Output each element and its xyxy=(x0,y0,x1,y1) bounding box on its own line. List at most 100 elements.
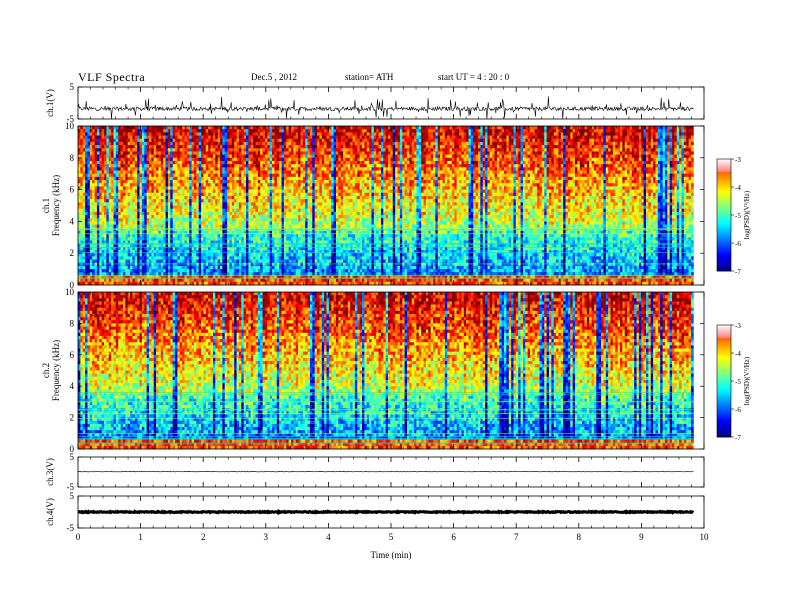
spectrogram-cell xyxy=(211,177,214,181)
spectrogram-cell xyxy=(263,234,266,238)
spectrogram-cell xyxy=(282,218,285,222)
spectrogram-cell xyxy=(244,209,247,213)
spectrogram-cell xyxy=(173,199,176,203)
spectrogram-cell xyxy=(225,250,228,254)
spectrogram-cell xyxy=(263,180,266,184)
spectrogram-cell xyxy=(132,126,135,130)
spectrogram-cell xyxy=(229,171,232,175)
spectrogram-cell xyxy=(263,167,266,171)
spectrogram-cell xyxy=(286,174,289,178)
spectrogram-cell xyxy=(222,167,225,171)
spectrogram-cell xyxy=(211,225,214,229)
spectrogram-cell xyxy=(267,145,270,149)
spectrogram-cell xyxy=(256,250,259,254)
spectrogram-cell xyxy=(272,126,275,130)
spectrogram-cell xyxy=(232,177,235,181)
spectrogram-cell xyxy=(277,253,280,257)
spectrogram-cell xyxy=(123,279,126,283)
spectrogram-cell xyxy=(303,132,306,136)
spectrogram-cell xyxy=(116,148,119,152)
spectrogram-cell xyxy=(248,266,251,270)
spectrogram-cell xyxy=(128,183,131,187)
spectrogram-cell xyxy=(80,151,83,155)
spectrogram-cell xyxy=(140,158,143,162)
spectrogram-cell xyxy=(241,260,244,264)
spectrogram-cell xyxy=(220,206,223,210)
spectrogram-cell xyxy=(298,132,301,136)
spectrogram-cell xyxy=(149,215,152,219)
spectrogram-cell xyxy=(215,221,218,225)
spectrogram-cell xyxy=(97,145,100,149)
spectrogram-cell xyxy=(211,269,214,273)
spectrogram-cell xyxy=(208,161,211,165)
spectrogram-cell xyxy=(114,177,117,181)
spectrogram-cell xyxy=(182,171,185,175)
spectrogram-cell xyxy=(170,225,173,229)
spectrogram-cell xyxy=(253,256,256,260)
spectrogram-cell xyxy=(189,151,192,155)
spectrogram-cell xyxy=(277,266,280,270)
spectrogram-cell xyxy=(199,253,202,257)
spectrogram-cell xyxy=(293,269,296,273)
spectrogram-cell xyxy=(111,206,114,210)
spectrogram-cell xyxy=(111,174,114,178)
spectrogram-cell xyxy=(109,183,112,187)
spectrogram-cell xyxy=(158,209,161,213)
spectrogram-cell xyxy=(87,186,90,190)
spectrogram-cell xyxy=(229,183,232,187)
spectrogram-cell xyxy=(194,151,197,155)
spectrogram-cell xyxy=(166,215,169,219)
spectrogram-cell xyxy=(208,180,211,184)
spectrogram-cell xyxy=(289,215,292,219)
spectrogram-cell xyxy=(168,136,171,140)
spectrogram-cell xyxy=(97,167,100,171)
spectrogram-cell xyxy=(95,260,98,264)
spectrogram-cell xyxy=(286,260,289,264)
spectrogram-cell xyxy=(239,186,242,190)
spectrogram-cell xyxy=(286,190,289,194)
spectrogram-cell xyxy=(244,177,247,181)
spectrogram-cell xyxy=(286,145,289,149)
spectrogram-cell xyxy=(305,180,308,184)
spectrogram-cell xyxy=(206,279,209,283)
spectrogram-cell xyxy=(234,256,237,260)
spectrogram-cell xyxy=(220,263,223,267)
spectrogram-cell xyxy=(151,199,154,203)
spectrogram-cell xyxy=(187,136,190,140)
spectrogram-cell xyxy=(270,148,273,152)
spectrogram-cell xyxy=(140,266,143,270)
spectrogram-cell xyxy=(270,260,273,264)
spectrogram-cell xyxy=(199,202,202,206)
spectrogram-cell xyxy=(203,209,206,213)
spectrogram-cell xyxy=(267,260,270,264)
spectrogram-cell xyxy=(85,202,88,206)
spectrogram-cell xyxy=(206,174,209,178)
spectrogram-cell xyxy=(118,215,121,219)
spectrogram-cell xyxy=(135,167,138,171)
spectrogram-cell xyxy=(251,193,254,197)
spectrogram-cell xyxy=(161,155,164,159)
spectrogram-cell xyxy=(251,183,254,187)
spectrogram-cell xyxy=(284,212,287,216)
spectrogram-cell xyxy=(194,269,197,273)
spectrogram-cell xyxy=(234,139,237,143)
spectrogram-cell xyxy=(234,136,237,140)
spectrogram-cell xyxy=(222,256,225,260)
spectrogram-cell xyxy=(158,151,161,155)
spectrogram-cell xyxy=(147,212,150,216)
spectrogram-cell xyxy=(118,186,121,190)
spectrogram-cell xyxy=(251,186,254,190)
spectrogram-cell xyxy=(85,215,88,219)
spectrogram-cell xyxy=(182,269,185,273)
spectrogram-cell xyxy=(282,164,285,168)
spectrogram-cell xyxy=(168,196,171,200)
spectrogram-cell xyxy=(282,136,285,140)
spectrogram-cell xyxy=(300,161,303,165)
spectrogram-cell xyxy=(121,164,124,168)
spectrogram-cell xyxy=(274,221,277,225)
spectrogram-cell xyxy=(208,218,211,222)
spectrogram-cell xyxy=(173,171,176,175)
spectrogram-cell xyxy=(201,142,204,146)
spectrogram-cell xyxy=(130,209,133,213)
spectrogram-cell xyxy=(211,158,214,162)
